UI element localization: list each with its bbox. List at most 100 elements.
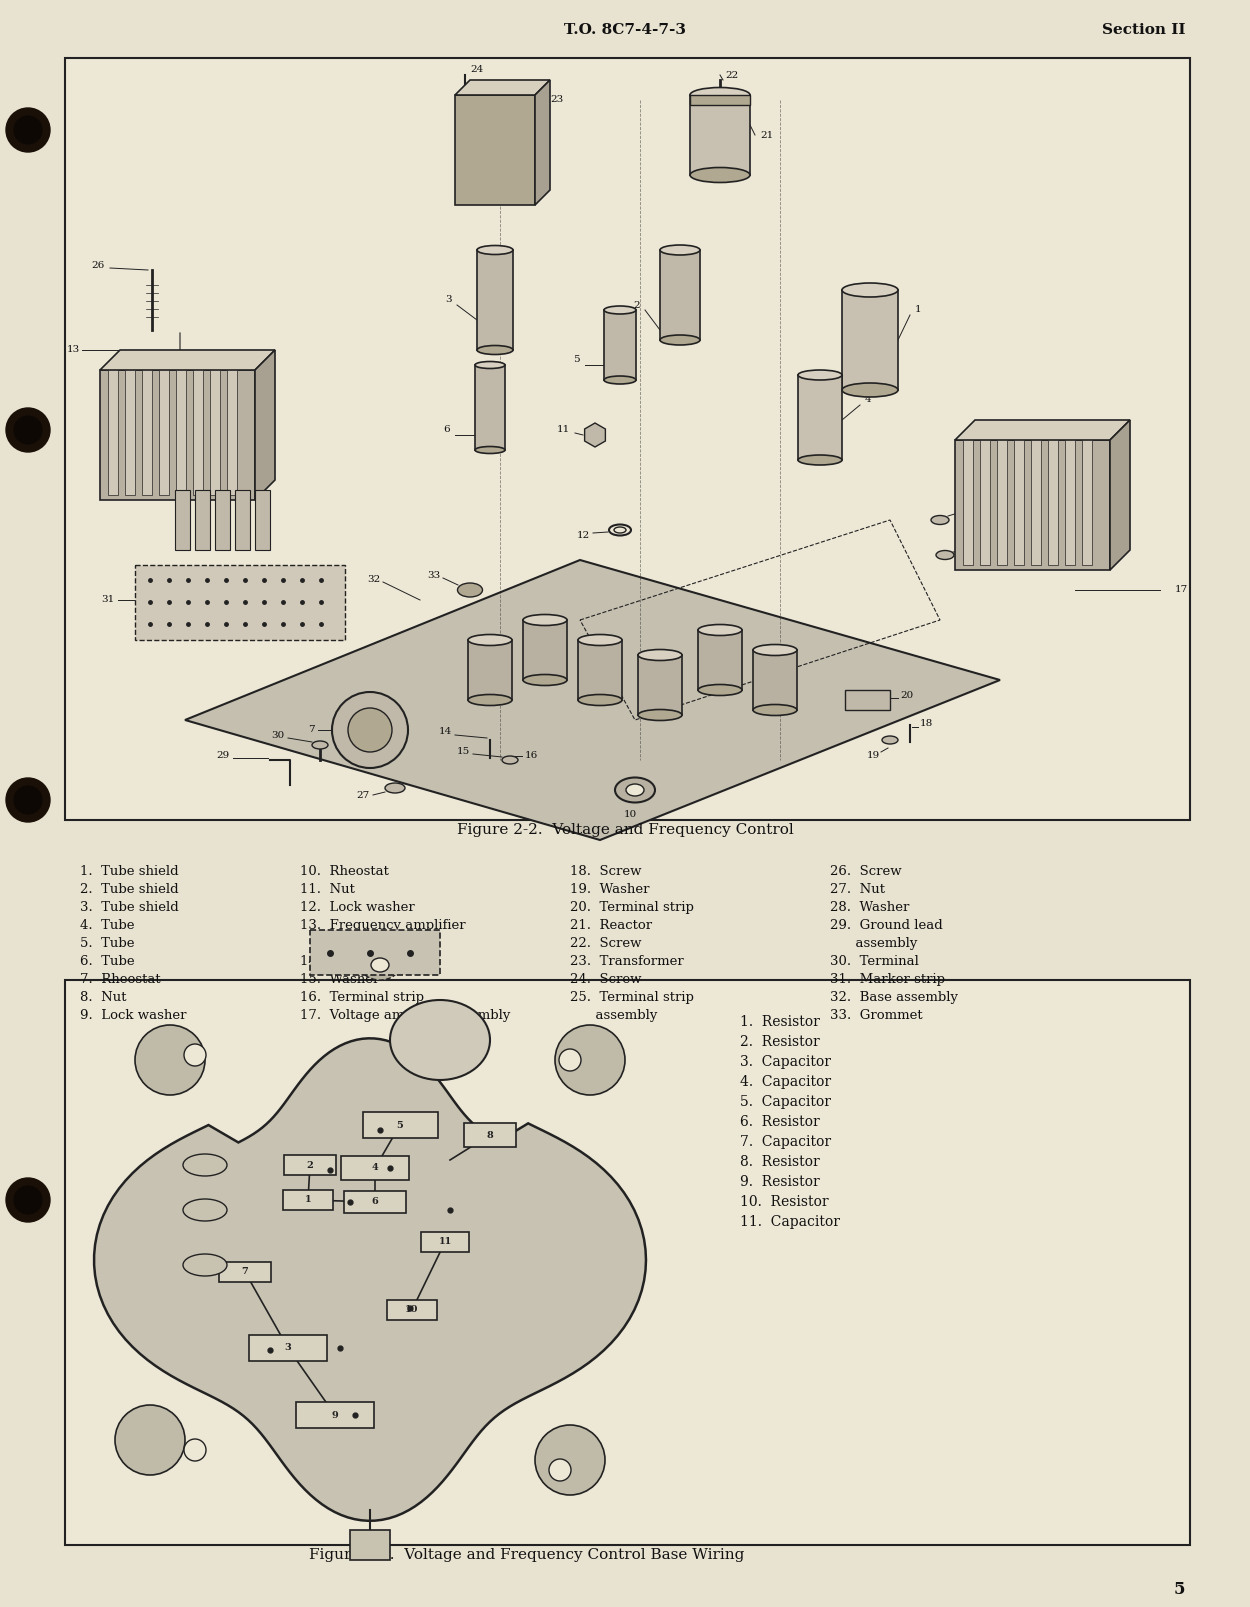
Bar <box>388 1300 438 1319</box>
Ellipse shape <box>555 1025 625 1094</box>
Polygon shape <box>638 656 682 715</box>
Text: Figure 2-2.  Voltage and Frequency Control: Figure 2-2. Voltage and Frequency Contro… <box>456 823 794 837</box>
Polygon shape <box>100 350 275 370</box>
Bar <box>310 930 440 975</box>
Text: 16: 16 <box>525 752 539 760</box>
Polygon shape <box>159 370 169 495</box>
Text: 22.  Screw: 22. Screw <box>570 937 641 950</box>
Bar <box>284 1155 336 1175</box>
Bar <box>350 1530 390 1560</box>
Ellipse shape <box>182 1154 228 1176</box>
Text: 5: 5 <box>574 355 580 365</box>
Ellipse shape <box>660 334 700 346</box>
Text: 30: 30 <box>271 731 285 739</box>
Text: 6.  Resistor: 6. Resistor <box>740 1115 820 1130</box>
Polygon shape <box>455 80 550 95</box>
Ellipse shape <box>578 635 622 646</box>
Polygon shape <box>228 370 238 495</box>
Text: 5.  Tube: 5. Tube <box>80 937 135 950</box>
Circle shape <box>6 778 50 823</box>
Polygon shape <box>955 440 1110 570</box>
Bar <box>135 566 345 640</box>
Text: 4: 4 <box>865 395 871 405</box>
Bar <box>341 1155 409 1180</box>
Ellipse shape <box>535 1425 605 1495</box>
Text: 28.  Washer: 28. Washer <box>830 902 910 914</box>
Ellipse shape <box>549 1459 571 1482</box>
Polygon shape <box>142 370 152 495</box>
Text: 19: 19 <box>866 750 880 760</box>
Ellipse shape <box>522 675 568 686</box>
Circle shape <box>332 693 408 768</box>
Ellipse shape <box>698 625 742 635</box>
Polygon shape <box>1082 440 1092 566</box>
Polygon shape <box>455 95 535 206</box>
Text: 8.  Resistor: 8. Resistor <box>740 1155 820 1168</box>
Text: 2.  Tube shield: 2. Tube shield <box>80 882 179 897</box>
Ellipse shape <box>360 950 400 980</box>
Text: 6: 6 <box>444 426 450 434</box>
Text: 11.  Nut: 11. Nut <box>300 882 355 897</box>
Text: T.O. 8C7-4-7-3: T.O. 8C7-4-7-3 <box>564 22 686 37</box>
Text: 13.  Frequency amplifier: 13. Frequency amplifier <box>300 919 465 932</box>
Polygon shape <box>1065 440 1075 566</box>
Ellipse shape <box>475 447 505 453</box>
Text: 20.  Terminal strip: 20. Terminal strip <box>570 902 694 914</box>
Bar <box>65 58 1190 820</box>
Ellipse shape <box>752 704 798 715</box>
Ellipse shape <box>522 614 568 625</box>
Bar <box>845 689 890 710</box>
Polygon shape <box>1014 440 1024 566</box>
Text: 31.  Marker strip: 31. Marker strip <box>830 972 945 987</box>
Circle shape <box>348 709 392 752</box>
Polygon shape <box>578 640 622 701</box>
Text: 31: 31 <box>101 596 115 604</box>
Text: 30.  Terminal: 30. Terminal <box>830 955 919 967</box>
Text: assembly: assembly <box>300 937 388 950</box>
Text: 32.  Base assembly: 32. Base assembly <box>830 992 958 1004</box>
Text: 16.  Terminal strip: 16. Terminal strip <box>300 992 424 1004</box>
Text: 1.  Resistor: 1. Resistor <box>740 1016 820 1028</box>
Text: 24: 24 <box>470 66 484 74</box>
Text: Section II: Section II <box>1101 22 1185 37</box>
Polygon shape <box>1048 440 1058 566</box>
Polygon shape <box>176 370 186 495</box>
Polygon shape <box>100 370 255 500</box>
Circle shape <box>14 786 42 815</box>
Text: Figure 2-3.  Voltage and Frequency Control Base Wiring: Figure 2-3. Voltage and Frequency Contro… <box>309 1548 745 1562</box>
Polygon shape <box>255 350 275 500</box>
Text: 5: 5 <box>1174 1581 1185 1599</box>
Ellipse shape <box>478 246 512 254</box>
Ellipse shape <box>475 362 505 368</box>
Ellipse shape <box>842 283 897 297</box>
Polygon shape <box>475 365 505 450</box>
Polygon shape <box>998 440 1008 566</box>
Text: 12: 12 <box>576 530 590 540</box>
Ellipse shape <box>503 755 518 763</box>
Text: 17: 17 <box>1175 585 1189 595</box>
Text: 8: 8 <box>960 506 966 514</box>
Ellipse shape <box>690 87 750 103</box>
Bar <box>296 1401 374 1429</box>
Polygon shape <box>175 490 190 550</box>
Ellipse shape <box>182 1199 228 1221</box>
Text: 18: 18 <box>920 720 934 728</box>
Text: 4.  Capacitor: 4. Capacitor <box>740 1075 831 1090</box>
Ellipse shape <box>184 1438 206 1461</box>
Text: 4: 4 <box>371 1163 379 1173</box>
Text: 26.  Screw: 26. Screw <box>830 865 901 877</box>
Ellipse shape <box>559 1049 581 1070</box>
Polygon shape <box>690 95 750 175</box>
Text: 14: 14 <box>439 728 452 736</box>
Polygon shape <box>798 374 842 460</box>
Text: 10: 10 <box>405 1305 419 1315</box>
Ellipse shape <box>184 1045 206 1065</box>
Polygon shape <box>752 649 798 710</box>
Text: 6.  Tube: 6. Tube <box>80 955 135 967</box>
Ellipse shape <box>626 784 644 795</box>
Ellipse shape <box>882 736 898 744</box>
Text: 5: 5 <box>396 1120 404 1130</box>
Polygon shape <box>660 251 700 341</box>
Bar <box>249 1335 328 1361</box>
Text: assembly: assembly <box>830 937 918 950</box>
